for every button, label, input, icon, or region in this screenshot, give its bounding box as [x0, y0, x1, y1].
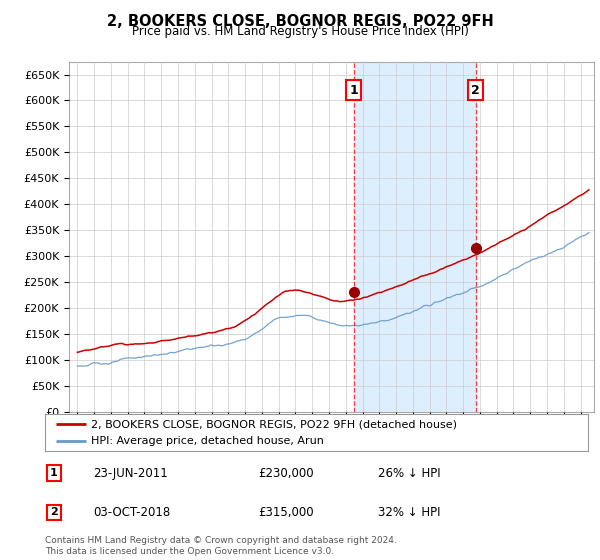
Text: 2, BOOKERS CLOSE, BOGNOR REGIS, PO22 9FH (detached house): 2, BOOKERS CLOSE, BOGNOR REGIS, PO22 9FH… — [91, 419, 457, 429]
Text: 2, BOOKERS CLOSE, BOGNOR REGIS, PO22 9FH: 2, BOOKERS CLOSE, BOGNOR REGIS, PO22 9FH — [107, 14, 493, 29]
Text: HPI: Average price, detached house, Arun: HPI: Average price, detached house, Arun — [91, 436, 324, 446]
Text: 1: 1 — [50, 468, 58, 478]
Text: 26% ↓ HPI: 26% ↓ HPI — [378, 466, 440, 480]
Text: 2: 2 — [50, 507, 58, 517]
Text: 03-OCT-2018: 03-OCT-2018 — [93, 506, 170, 519]
Text: £315,000: £315,000 — [258, 506, 314, 519]
Text: Contains HM Land Registry data © Crown copyright and database right 2024.
This d: Contains HM Land Registry data © Crown c… — [45, 536, 397, 556]
Text: 32% ↓ HPI: 32% ↓ HPI — [378, 506, 440, 519]
Bar — [354, 62, 476, 412]
Text: Price paid vs. HM Land Registry's House Price Index (HPI): Price paid vs. HM Land Registry's House … — [131, 25, 469, 38]
Text: 23-JUN-2011: 23-JUN-2011 — [93, 466, 168, 480]
Text: £230,000: £230,000 — [258, 466, 314, 480]
Text: 1: 1 — [349, 83, 358, 97]
Text: 2: 2 — [472, 83, 480, 97]
